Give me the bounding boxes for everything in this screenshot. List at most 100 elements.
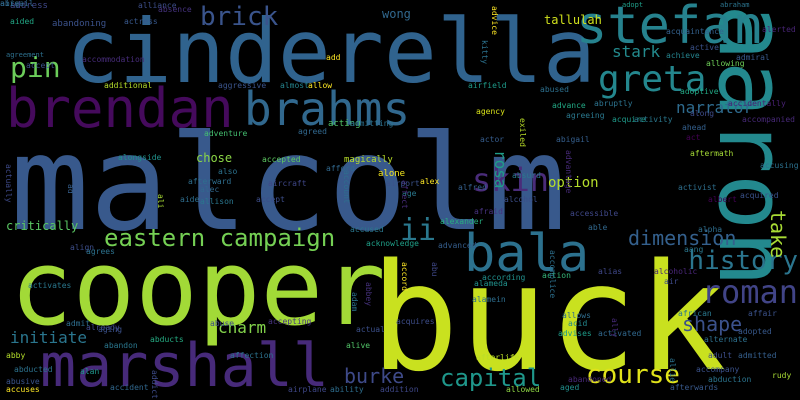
cloud-word: affection xyxy=(230,351,274,360)
cloud-word: accompany xyxy=(696,365,740,374)
cloud-word: skin xyxy=(472,161,550,199)
cloud-word: magically xyxy=(344,155,393,165)
cloud-word: critically xyxy=(6,219,79,233)
cloud-word: aided xyxy=(10,17,35,26)
cloud-word: alerted xyxy=(762,25,796,34)
cloud-word: marshall xyxy=(40,331,329,400)
cloud-word: tallulah xyxy=(544,13,602,27)
cloud-word: admitted xyxy=(738,351,777,360)
cloud-word: accepting xyxy=(268,317,312,326)
cloud-word: cooper xyxy=(10,227,386,349)
cloud-word: exiled xyxy=(518,118,527,147)
cloud-word: accord xyxy=(400,262,409,291)
cloud-word: afford xyxy=(326,164,355,173)
cloud-word: adopted xyxy=(738,327,772,336)
cloud-word: admit xyxy=(66,319,91,328)
cloud-word: actually xyxy=(4,164,13,203)
cloud-word: narrator xyxy=(676,98,754,117)
cloud-word: initiate xyxy=(10,328,88,347)
cloud-word: agreeing xyxy=(566,111,605,120)
cloud-word: addict xyxy=(150,370,159,399)
cloud-word: abducted xyxy=(14,365,53,374)
cloud-word: almost xyxy=(280,81,309,90)
cloud-word: alive xyxy=(346,341,371,350)
cloud-word: greta xyxy=(598,59,707,100)
cloud-word: agrees xyxy=(86,247,115,256)
cloud-word: abused xyxy=(540,85,569,94)
cloud-word: kitty xyxy=(480,40,489,65)
cloud-word: abigail xyxy=(0,0,34,8)
cloud-word: agreed xyxy=(298,127,327,136)
cloud-word: alan xyxy=(80,367,100,376)
cloud-word: along xyxy=(690,109,715,118)
cloud-word: alternate xyxy=(704,335,748,344)
cloud-word: accepted xyxy=(262,155,301,164)
cloud-word: achieve xyxy=(666,51,700,60)
cloud-word: alongside xyxy=(118,153,162,162)
cloud-word: afterlife xyxy=(476,353,520,362)
cloud-word: aging xyxy=(98,325,123,334)
cloud-word: stefan xyxy=(576,0,764,56)
cloud-word: accept xyxy=(256,195,285,204)
cloud-word: abduction xyxy=(708,375,752,384)
cloud-word: acquire xyxy=(612,115,646,124)
cloud-word: allison xyxy=(200,197,234,206)
cloud-word: advises xyxy=(558,329,592,338)
cloud-word: abby xyxy=(6,351,26,360)
cloud-word: age xyxy=(402,189,417,198)
cloud-word: also xyxy=(218,167,238,176)
cloud-word: course xyxy=(586,360,680,390)
cloud-word: activated xyxy=(598,329,642,338)
cloud-word: according xyxy=(482,273,526,282)
cloud-word: accompanied xyxy=(742,115,795,124)
cloud-word: accused xyxy=(350,225,384,234)
cloud-word: address xyxy=(10,1,48,11)
cloud-word: allowed xyxy=(506,385,540,394)
cloud-word: activist xyxy=(678,183,717,192)
cloud-word: affair xyxy=(748,309,777,318)
cloud-word: actual xyxy=(356,325,385,334)
cloud-word: actor xyxy=(480,135,505,144)
cloud-word: able xyxy=(588,223,608,232)
cloud-word: alexander xyxy=(440,217,484,226)
cloud-word: advance xyxy=(552,101,586,110)
cloud-word: actress xyxy=(124,17,158,26)
cloud-word: wong xyxy=(382,7,411,21)
cloud-word: shape xyxy=(682,312,743,336)
cloud-word: abandoning xyxy=(52,19,107,29)
cloud-word: advice xyxy=(490,6,499,35)
cloud-word: ally xyxy=(610,318,619,338)
cloud-word: alec xyxy=(200,185,220,194)
cloud-word: adopt xyxy=(622,1,644,9)
cloud-word: allows xyxy=(562,311,591,320)
cloud-word: advanced xyxy=(438,241,477,250)
cloud-word: ii xyxy=(400,213,437,248)
cloud-word: alpha xyxy=(698,225,723,234)
cloud-word: abu xyxy=(430,262,439,277)
cloud-word: adult xyxy=(708,351,733,360)
cloud-word: accessible xyxy=(570,209,619,218)
cloud-word: act xyxy=(686,133,701,142)
cloud-word: alameda xyxy=(474,279,508,288)
cloud-word: alias xyxy=(598,267,623,276)
cloud-word: acid xyxy=(568,319,588,328)
cloud-word: already xyxy=(86,323,120,332)
cloud-word: abigail xyxy=(556,135,590,144)
cloud-word: air xyxy=(664,277,679,286)
cloud-word: agency xyxy=(476,107,505,116)
cloud-word: acquired xyxy=(740,191,779,200)
cloud-word: addition xyxy=(380,385,419,394)
cloud-word: abusive xyxy=(6,377,40,386)
cloud-word: bala xyxy=(464,224,590,284)
cloud-word: buck xyxy=(370,232,727,400)
cloud-word: align xyxy=(70,243,95,252)
cloud-word: allow xyxy=(308,81,333,90)
cloud-word: burke xyxy=(344,364,405,388)
cloud-word: rudy xyxy=(772,371,792,380)
cloud-word: afraid xyxy=(474,207,503,216)
cloud-word: take xyxy=(766,210,790,259)
cloud-word: aaron xyxy=(697,4,800,287)
cloud-word: acquaintance xyxy=(666,27,724,36)
cloud-word: acknowledge xyxy=(366,239,419,248)
